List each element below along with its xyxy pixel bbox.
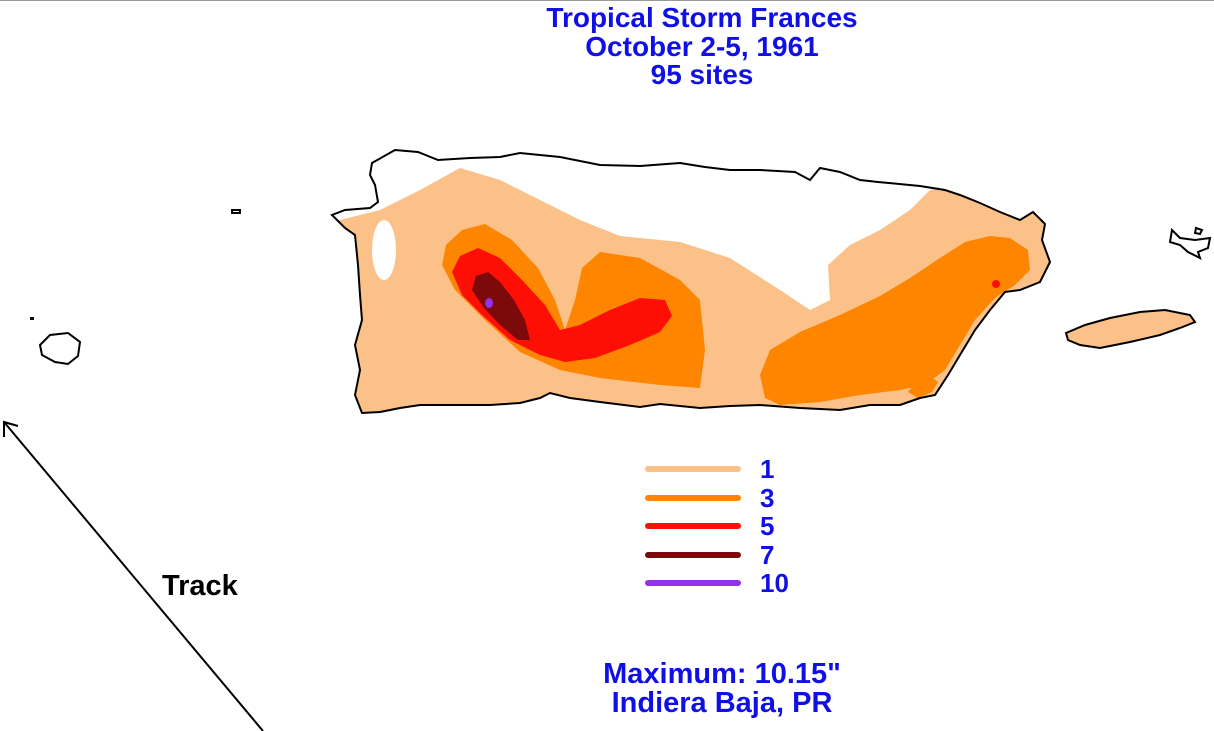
legend-label: 5 <box>760 511 775 541</box>
legend-swatch <box>645 580 741 586</box>
isohyet-3-east-area <box>760 236 1030 405</box>
map-dates: October 2-5, 1961 <box>585 31 819 62</box>
isohyet-5-east-spot <box>992 280 1000 288</box>
track-label: Track <box>162 570 238 602</box>
isohyet-below-1-west <box>372 220 396 280</box>
legend-label: 1 <box>760 454 775 484</box>
legend-label: 10 <box>760 568 789 598</box>
maximum-value: Maximum: 10.15" <box>603 658 841 690</box>
map-site-count: 95 sites <box>650 59 754 90</box>
culebra-islet <box>1193 226 1204 236</box>
monito-islet <box>30 317 34 320</box>
isohyet-7-area <box>472 272 530 340</box>
legend-swatch <box>645 551 741 558</box>
isohyet-3-west-area <box>442 224 705 388</box>
legend-swatch <box>645 523 741 529</box>
legend-label: 7 <box>760 539 775 570</box>
track-line <box>3 421 264 731</box>
mona-island <box>38 331 82 366</box>
puerto-rico-island <box>330 148 1052 415</box>
legend-swatch <box>645 466 741 472</box>
track-arrowhead-icon <box>3 420 19 437</box>
isohyet-10-area <box>485 298 493 308</box>
desecheo-islet <box>231 209 241 214</box>
island-outline <box>330 148 1052 415</box>
isohyet-5-area <box>452 248 672 362</box>
map-title: Tropical Storm Frances <box>546 2 858 33</box>
legend-label: 3 <box>760 482 775 513</box>
storm-track <box>3 420 264 731</box>
culebra-island <box>1168 227 1212 260</box>
legend-swatch <box>645 494 741 501</box>
vieques-island <box>1064 308 1197 350</box>
maximum-location: Indiera Baja, PR <box>611 687 833 719</box>
isohyet-3-south-spot <box>908 376 938 398</box>
